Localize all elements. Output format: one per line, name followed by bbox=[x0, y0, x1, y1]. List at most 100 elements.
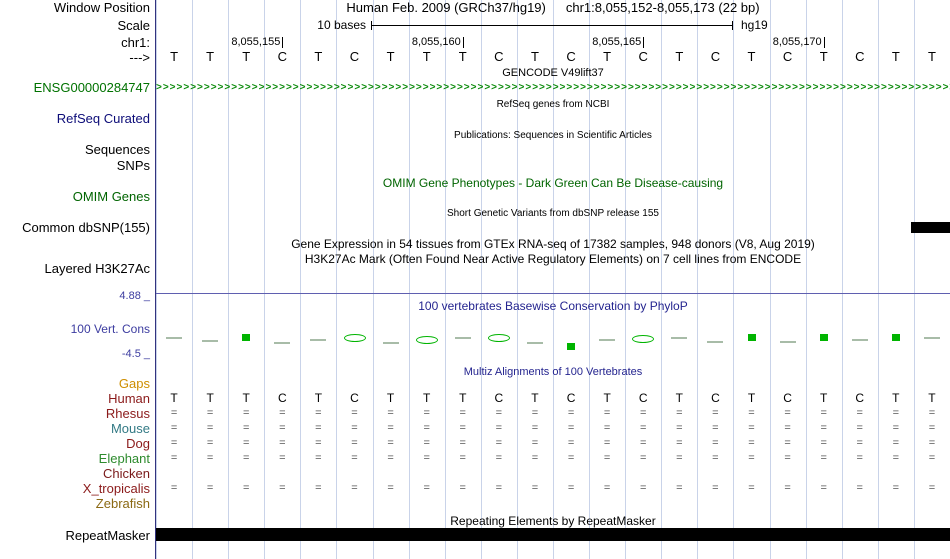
multiz-species-label-gaps[interactable]: Gaps bbox=[118, 376, 150, 391]
conservation-min-label: -4.5 _ bbox=[121, 348, 150, 360]
dbsnp-variant-box[interactable] bbox=[911, 222, 950, 233]
multiz-species-label-chicken[interactable]: Chicken bbox=[103, 466, 150, 481]
multiz-species-label-dog[interactable]: Dog bbox=[126, 436, 150, 451]
phylop-dash-mark[interactable] bbox=[707, 341, 724, 343]
base-guideline bbox=[733, 0, 735, 559]
phylop-dash-mark[interactable] bbox=[599, 339, 616, 341]
multiz-base: C bbox=[566, 391, 576, 405]
phylop-ellipse-mark[interactable] bbox=[343, 334, 366, 342]
phylop-score-mark[interactable] bbox=[242, 334, 251, 341]
multiz-base: T bbox=[892, 391, 900, 405]
dbsnp-track-title[interactable]: Short Genetic Variants from dbSNP releas… bbox=[447, 208, 659, 219]
sequence-base: C bbox=[277, 49, 287, 64]
gencode-track-title[interactable]: GENCODE V49lift37 bbox=[502, 67, 604, 79]
sequence-base: T bbox=[747, 49, 756, 64]
phylop-dash-mark[interactable] bbox=[166, 337, 183, 339]
multiz-species-label-zebrafish[interactable]: Zebrafish bbox=[95, 496, 150, 511]
multiz-align-mark: = bbox=[531, 482, 539, 494]
multiz-species-label-x_tropicalis[interactable]: X_tropicalis bbox=[82, 481, 150, 496]
phylop-ellipse-mark[interactable] bbox=[415, 336, 438, 344]
layered-h3k27ac-label[interactable]: Layered H3K27Ac bbox=[44, 261, 150, 276]
multiz-align-mark: = bbox=[279, 452, 286, 464]
phylop-ellipse-mark[interactable] bbox=[632, 335, 655, 343]
ruler-tick-label: 8,055,160 bbox=[411, 36, 461, 48]
sequence-base: T bbox=[927, 49, 936, 64]
conservation-axis-line bbox=[156, 293, 950, 294]
phylop-score-mark[interactable] bbox=[747, 334, 756, 341]
multiz-align-mark: = bbox=[676, 452, 683, 464]
sequence-base: C bbox=[638, 49, 648, 64]
phylop-score-mark[interactable] bbox=[819, 334, 828, 341]
refseq-track-title[interactable]: RefSeq genes from NCBI bbox=[496, 99, 610, 110]
sequences-label[interactable]: Sequences bbox=[84, 142, 150, 157]
multiz-align-mark: = bbox=[315, 482, 322, 494]
omim-track-title[interactable]: OMIM Gene Phenotypes - Dark Green Can Be… bbox=[382, 176, 724, 190]
phylop-dash-mark[interactable] bbox=[274, 342, 291, 344]
multiz-base: T bbox=[386, 391, 395, 405]
phylop-dash-mark[interactable] bbox=[923, 337, 940, 339]
multiz-align-mark: = bbox=[206, 437, 214, 449]
conservation-track-title[interactable]: 100 vertebrates Basewise Conservation by… bbox=[418, 299, 688, 313]
phylop-ellipse-mark[interactable] bbox=[487, 334, 510, 342]
phylop-dash-mark[interactable] bbox=[779, 341, 796, 343]
multiz-align-mark: = bbox=[712, 437, 719, 449]
multiz-species-label-mouse[interactable]: Mouse bbox=[110, 421, 150, 436]
refseq-curated-label[interactable]: RefSeq Curated bbox=[56, 111, 150, 126]
phylop-dash-mark[interactable] bbox=[851, 339, 868, 341]
gencode-item-label[interactable]: ENSG00000284747 bbox=[33, 80, 150, 95]
repeatmasker-label[interactable]: RepeatMasker bbox=[65, 528, 150, 543]
gtex-track-title[interactable]: Gene Expression in 54 tissues from GTEx … bbox=[291, 237, 815, 251]
multiz-base: T bbox=[422, 391, 431, 405]
publications-track-title[interactable]: Publications: Sequences in Scientific Ar… bbox=[454, 130, 652, 141]
multiz-align-mark: = bbox=[567, 482, 575, 494]
phylop-dash-mark[interactable] bbox=[671, 337, 688, 339]
common-dbsnp-label[interactable]: Common dbSNP(155) bbox=[22, 220, 150, 235]
snps-label[interactable]: SNPs bbox=[116, 158, 150, 173]
multiz-species-label-rhesus[interactable]: Rhesus bbox=[105, 406, 150, 421]
multiz-align-mark: = bbox=[459, 482, 466, 494]
multiz-align-mark: = bbox=[459, 422, 466, 434]
multiz-track-title[interactable]: Multiz Alignments of 100 Vertebrates bbox=[463, 366, 643, 378]
phylop-dash-mark[interactable] bbox=[202, 340, 219, 342]
multiz-align-mark: = bbox=[892, 437, 900, 449]
multiz-align-mark: = bbox=[892, 407, 900, 419]
phylop-dash-mark[interactable] bbox=[454, 337, 471, 339]
gencode-transcript-arrows[interactable]: >>>>>>>>>>>>>>>>>>>>>>>>>>>>>>>>>>>>>>>>… bbox=[156, 83, 950, 93]
sequence-base: C bbox=[855, 49, 865, 64]
h3k27ac-track-title[interactable]: H3K27Ac Mark (Often Found Near Active Re… bbox=[304, 252, 802, 266]
multiz-species-label-elephant[interactable]: Elephant bbox=[98, 451, 150, 466]
multiz-align-mark: = bbox=[928, 422, 936, 434]
base-guideline bbox=[661, 0, 663, 559]
omim-genes-label[interactable]: OMIM Genes bbox=[72, 189, 150, 204]
label-track-divider bbox=[155, 0, 156, 559]
base-guideline bbox=[553, 0, 554, 559]
multiz-align-mark: = bbox=[820, 437, 827, 449]
phylop-dash-mark[interactable] bbox=[310, 339, 327, 341]
conservation-track-label[interactable]: 100 Vert. Cons bbox=[70, 322, 150, 336]
phylop-score-mark[interactable] bbox=[891, 334, 900, 341]
multiz-align-mark: = bbox=[279, 482, 286, 494]
phylop-dash-mark[interactable] bbox=[526, 342, 543, 344]
multiz-base: C bbox=[494, 391, 504, 405]
multiz-species-label-human[interactable]: Human bbox=[108, 391, 150, 406]
phylop-dash-mark[interactable] bbox=[382, 342, 399, 344]
multiz-base: C bbox=[277, 391, 287, 405]
multiz-align-mark: = bbox=[170, 422, 178, 434]
multiz-align-mark: = bbox=[351, 407, 358, 419]
multiz-align-mark: = bbox=[567, 437, 575, 449]
multiz-align-mark: = bbox=[748, 452, 755, 464]
multiz-align-mark: = bbox=[387, 452, 394, 464]
repeatmasker-item-bar[interactable] bbox=[156, 528, 950, 541]
phylop-score-mark[interactable] bbox=[567, 343, 576, 350]
multiz-align-mark: = bbox=[820, 452, 827, 464]
multiz-base: C bbox=[855, 391, 865, 405]
multiz-align-mark: = bbox=[856, 482, 863, 494]
multiz-base: T bbox=[242, 391, 250, 405]
repeatmasker-track-title[interactable]: Repeating Elements by RepeatMasker bbox=[450, 514, 656, 528]
multiz-align-mark: = bbox=[242, 407, 250, 419]
multiz-align-mark: = bbox=[242, 452, 250, 464]
multiz-align-mark: = bbox=[856, 407, 863, 419]
multiz-align-mark: = bbox=[676, 437, 683, 449]
multiz-align-mark: = bbox=[170, 437, 178, 449]
multiz-align-mark: = bbox=[242, 437, 250, 449]
